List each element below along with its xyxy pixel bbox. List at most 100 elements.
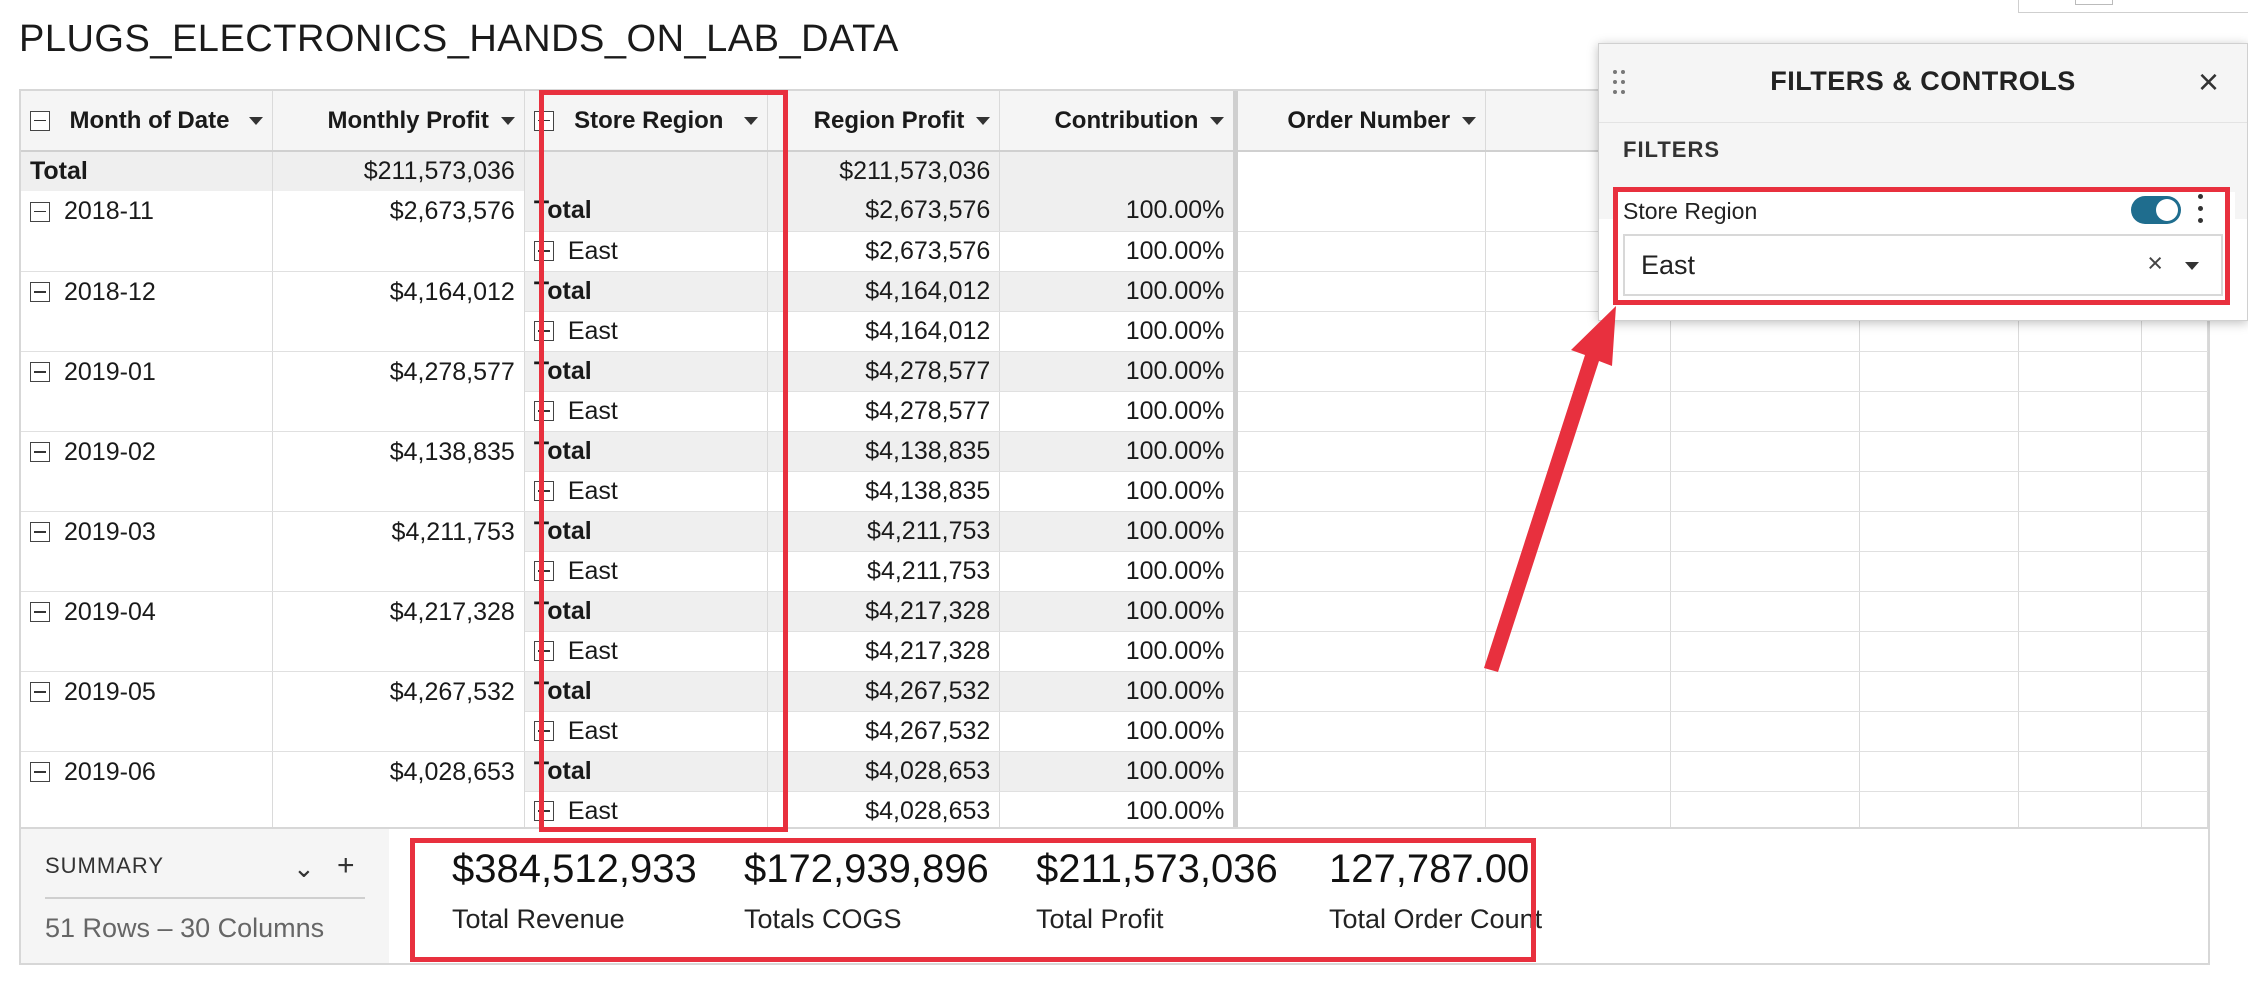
table-row: 2019-01 $4,278,577 Total $4,278,577 100.00%	[21, 351, 2208, 432]
empty-cell	[1485, 351, 1671, 392]
chevron-down-icon[interactable]	[500, 116, 515, 125]
kpi-total-profit: $211,573,036 Total Profit	[1036, 847, 1278, 935]
empty-cell	[1485, 671, 1671, 712]
empty-cell	[1235, 431, 1487, 472]
region-cell: East	[524, 471, 768, 512]
contribution-cell: 100.00%	[999, 791, 1239, 827]
col-header-contribution[interactable]: Contribution	[999, 91, 1239, 152]
region-label: East	[567, 636, 618, 665]
region-label: East	[567, 556, 618, 585]
close-icon[interactable]: ×	[2197, 61, 2219, 102]
collapse-icon[interactable]	[30, 282, 50, 302]
month-cell: 2019-02	[21, 431, 273, 512]
region-profit-cell: $4,028,653	[767, 791, 1001, 827]
collapse-icon[interactable]	[30, 442, 50, 462]
empty-cell	[1670, 711, 1860, 752]
month-label: 2018-11	[64, 197, 154, 225]
empty-cell	[1235, 631, 1487, 672]
drag-handle-icon[interactable]	[1613, 70, 1627, 96]
empty-cell	[1235, 351, 1487, 392]
region-cell: East	[524, 791, 768, 827]
chevron-down-icon[interactable]	[743, 116, 758, 125]
expand-icon[interactable]	[533, 801, 554, 821]
empty-cell	[1235, 671, 1487, 712]
region-cell: East	[524, 631, 768, 672]
monthly-profit-cell: $4,211,753	[272, 511, 525, 592]
empty-cell	[1670, 631, 1860, 672]
region-profit-cell: $2,673,576	[767, 231, 1001, 272]
expand-icon[interactable]	[533, 401, 554, 421]
kpi-label: Totals COGS	[744, 904, 902, 934]
kpi-label: Total Profit	[1036, 904, 1164, 934]
chevron-down-icon[interactable]	[976, 116, 991, 125]
expand-icon[interactable]	[533, 641, 554, 661]
collapse-icon[interactable]	[30, 362, 50, 382]
empty-cell	[1235, 791, 1487, 827]
filter-select[interactable]: East ×	[1623, 234, 2223, 296]
col-header-label: Store Region	[574, 106, 724, 134]
empty-cell	[1670, 431, 1860, 472]
chevron-down-icon[interactable]	[1210, 116, 1225, 125]
region-cell: East	[524, 551, 768, 592]
kpi-total-order-count: 127,787.00 Total Order Count	[1329, 847, 1542, 935]
month-label: 2018-12	[64, 277, 156, 306]
empty-cell	[1235, 191, 1487, 232]
empty-cell	[1859, 711, 2019, 752]
chevron-down-icon[interactable]	[248, 116, 263, 125]
grand-total-monthly-profit: $211,573,036	[272, 151, 525, 191]
col-header-store-region[interactable]: Store Region	[524, 91, 768, 152]
more-options-icon[interactable]	[2197, 194, 2203, 224]
empty-cell	[2141, 631, 2208, 672]
chevron-down-icon[interactable]: ⌄	[293, 853, 315, 883]
empty-cell	[2018, 631, 2143, 672]
empty-cell	[1485, 391, 1671, 432]
filter-toggle[interactable]	[2131, 196, 2181, 224]
region-total-label: Total	[524, 271, 768, 312]
expand-icon[interactable]	[533, 481, 554, 501]
expand-icon[interactable]	[533, 721, 554, 741]
expand-icon[interactable]	[533, 110, 554, 131]
contribution-cell: 100.00%	[999, 311, 1239, 352]
month-label: 2019-04	[64, 597, 156, 626]
add-summary-button[interactable]: +	[337, 849, 355, 882]
monthly-profit-cell: $2,673,576	[272, 191, 525, 272]
empty-cell	[2141, 391, 2208, 432]
col-header-region-profit[interactable]: Region Profit	[767, 91, 1001, 152]
col-header-label: Order Number	[1287, 106, 1451, 134]
contribution-cell: 100.00%	[999, 591, 1239, 632]
empty-cell	[1859, 471, 2019, 512]
col-header-monthly-profit[interactable]: Monthly Profit	[272, 91, 525, 152]
divider	[45, 897, 365, 899]
col-header-label: Contribution	[1054, 106, 1199, 134]
kpi-total-cogs: $172,939,896 Totals COGS	[744, 847, 989, 935]
kpi-value: 127,787.00	[1329, 847, 1530, 891]
contribution-cell: 100.00%	[999, 431, 1239, 472]
region-label: East	[567, 236, 618, 265]
clear-icon[interactable]: ×	[2147, 248, 2163, 278]
expand-icon[interactable]	[533, 241, 554, 261]
monthly-profit-cell: $4,217,328	[272, 591, 525, 672]
collapse-icon[interactable]	[30, 602, 50, 622]
empty-cell	[1670, 471, 1860, 512]
collapse-icon[interactable]	[30, 762, 50, 782]
collapse-icon[interactable]	[30, 201, 50, 222]
chevron-down-icon[interactable]	[2185, 262, 2199, 270]
collapse-icon[interactable]	[30, 110, 50, 131]
month-cell: 2019-06	[21, 751, 273, 827]
region-total-label: Total	[524, 751, 768, 792]
chevron-down-icon[interactable]	[1462, 116, 1477, 125]
monthly-profit-cell: $4,138,835	[272, 431, 525, 512]
table-row: East $4,217,328 100.00%	[21, 631, 2208, 672]
col-header-month[interactable]: Month of Date	[21, 91, 273, 152]
region-total-label: Total	[524, 591, 768, 632]
empty-cell	[1485, 711, 1671, 752]
empty-cell	[999, 151, 1239, 191]
col-header-order-number[interactable]: Order Number	[1235, 91, 1487, 152]
region-total-label: Total	[524, 191, 768, 232]
month-label: 2019-06	[64, 757, 156, 786]
expand-icon[interactable]	[533, 321, 554, 341]
collapse-icon[interactable]	[30, 522, 50, 542]
expand-icon[interactable]	[533, 561, 554, 581]
collapse-icon[interactable]	[30, 682, 50, 702]
empty-cell	[524, 151, 768, 191]
